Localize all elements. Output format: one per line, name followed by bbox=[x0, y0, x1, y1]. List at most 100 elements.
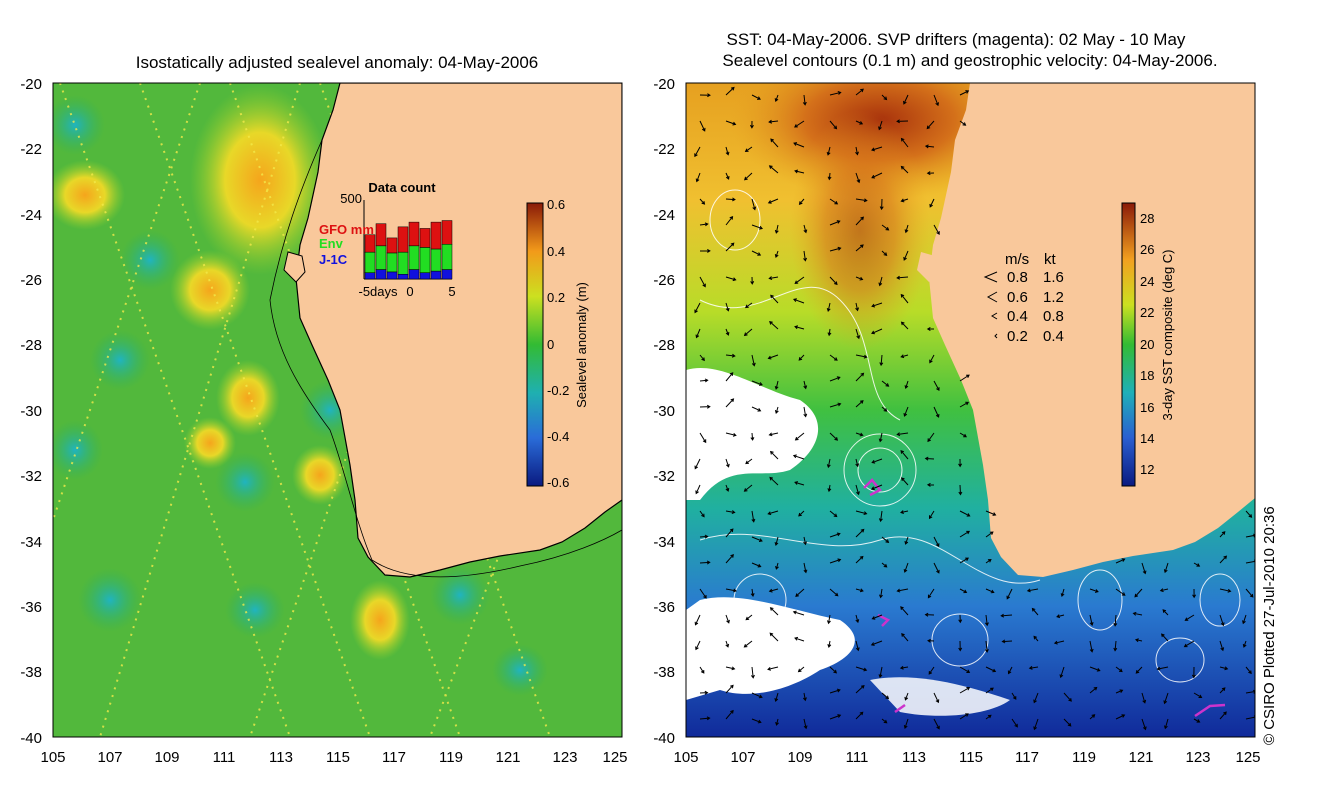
velocity-arrow bbox=[900, 321, 909, 330]
australia-land bbox=[929, 83, 1255, 577]
velocity-arrow bbox=[881, 406, 888, 412]
velocity-arrow bbox=[1056, 614, 1065, 619]
velocity-arrow bbox=[1219, 531, 1226, 538]
velocity-arrow bbox=[699, 276, 706, 288]
velocity-arrow bbox=[855, 372, 865, 382]
velocity-arrow bbox=[881, 718, 888, 724]
velocity-arrow bbox=[958, 640, 963, 652]
velocity-arrow bbox=[829, 666, 838, 674]
right-y-tick: -28 bbox=[653, 337, 675, 354]
shark-bay-peninsula bbox=[917, 252, 938, 282]
velocity-arrow bbox=[1163, 562, 1169, 574]
inset-bar-env bbox=[441, 243, 453, 270]
velocity-arrow bbox=[774, 94, 779, 103]
velocity-arrow bbox=[900, 198, 909, 203]
velocity-arrow bbox=[767, 354, 779, 360]
velocity-arrow bbox=[829, 558, 842, 564]
sla-cbar-tick: 0.4 bbox=[547, 244, 565, 259]
velocity-arrow bbox=[1219, 588, 1232, 593]
velocity-arrow bbox=[855, 244, 864, 252]
sla-high-anomaly bbox=[170, 250, 250, 330]
velocity-arrow bbox=[1219, 711, 1227, 720]
velocity-arrow bbox=[798, 198, 805, 205]
velocity-arrow bbox=[792, 610, 805, 616]
sst-cbar-tick: 16 bbox=[1140, 400, 1154, 415]
svp-drifter-tracks bbox=[863, 478, 1226, 718]
velocity-arrow bbox=[699, 716, 711, 721]
velocity-arrow bbox=[694, 146, 701, 158]
velocity-arrow bbox=[829, 198, 839, 205]
velocity-arrow bbox=[855, 685, 865, 694]
velocity-arrow bbox=[878, 666, 883, 679]
velocity-arrow bbox=[725, 614, 730, 624]
velocity-legend-arrow-2 bbox=[986, 291, 998, 303]
velocity-arrow bbox=[826, 614, 831, 625]
velocity-arrow bbox=[881, 94, 888, 101]
velocity-arrow bbox=[803, 224, 808, 234]
inset-y-max: 500 bbox=[340, 191, 362, 206]
velocity-arrow bbox=[1141, 562, 1147, 575]
velocity-arrow bbox=[725, 276, 737, 282]
velocity-arrow bbox=[1026, 588, 1039, 593]
sst-cbar-tick: 14 bbox=[1140, 431, 1154, 446]
velocity-arrow bbox=[751, 94, 761, 100]
data-count-inset: Data count 500 GFO mm Env J-1C -5days 0 … bbox=[319, 180, 456, 299]
inset-bar-j1c bbox=[430, 270, 442, 280]
velocity-arrow bbox=[743, 640, 753, 648]
velocity-arrow bbox=[793, 142, 805, 148]
left-x-tick: 107 bbox=[97, 749, 122, 766]
velocity-arrow bbox=[959, 401, 970, 408]
velocity-arrow bbox=[1089, 714, 1096, 720]
sla-low-6 bbox=[430, 565, 490, 625]
sla-colorbar-label: Sealevel anomaly (m) bbox=[574, 282, 589, 408]
inset-x-label-zero: 0 bbox=[406, 284, 413, 299]
inset-bar-j1c bbox=[364, 272, 376, 280]
velocity-arrow bbox=[829, 432, 839, 441]
velocity-arrow bbox=[829, 714, 842, 720]
velocity-arrow bbox=[743, 484, 753, 492]
left-x-tick: 109 bbox=[154, 749, 179, 766]
right-y-tick: -36 bbox=[653, 599, 675, 616]
velocity-arrow bbox=[750, 432, 755, 441]
velocity-arrow bbox=[699, 378, 709, 383]
velocity-arrow bbox=[985, 666, 997, 673]
velocity-arrow bbox=[896, 119, 909, 124]
velocity-arrow bbox=[1184, 614, 1195, 621]
velocity-arrow bbox=[751, 536, 763, 543]
velocity-arrow bbox=[959, 666, 971, 673]
velocity-arrow bbox=[774, 380, 779, 390]
velocity-arrow bbox=[699, 666, 705, 674]
velocity-arrow bbox=[1162, 609, 1169, 616]
velocity-arrow bbox=[826, 302, 831, 312]
velocity-arrow bbox=[1193, 692, 1203, 698]
velocity-arrow bbox=[926, 327, 935, 331]
velocity-arrow bbox=[929, 198, 935, 208]
velocity-arrow bbox=[900, 510, 909, 514]
velocity-arrow bbox=[1163, 692, 1169, 705]
velocity-arrow bbox=[870, 640, 883, 646]
velocity-arrow bbox=[855, 302, 860, 312]
velocity-arrow bbox=[774, 536, 779, 546]
right-y-tick: -40 bbox=[653, 730, 675, 747]
velocity-arrow bbox=[725, 640, 730, 648]
velocity-arrow bbox=[855, 88, 864, 96]
velocity-legend-ms: 0.8 bbox=[1007, 269, 1028, 286]
velocity-arrow bbox=[985, 714, 992, 720]
velocity-arrow bbox=[699, 404, 711, 409]
velocity-arrow bbox=[751, 250, 762, 256]
left-y-tick: -22 bbox=[20, 141, 42, 158]
velocity-arrow bbox=[984, 640, 989, 653]
velocity-arrow bbox=[743, 328, 753, 337]
velocity-arrow bbox=[725, 588, 737, 593]
sla-low-5 bbox=[78, 568, 142, 632]
velocity-arrow bbox=[829, 91, 842, 96]
velocity-arrow bbox=[926, 482, 935, 487]
velocity-arrow bbox=[1192, 588, 1197, 599]
velocity-arrow bbox=[900, 354, 909, 359]
velocity-arrow bbox=[751, 510, 756, 523]
velocity-arrow bbox=[933, 562, 940, 574]
sla-cbar-tick: 0.2 bbox=[547, 290, 565, 305]
velocity-arrow bbox=[744, 172, 753, 181]
left-y-tick: -20 bbox=[20, 76, 42, 93]
